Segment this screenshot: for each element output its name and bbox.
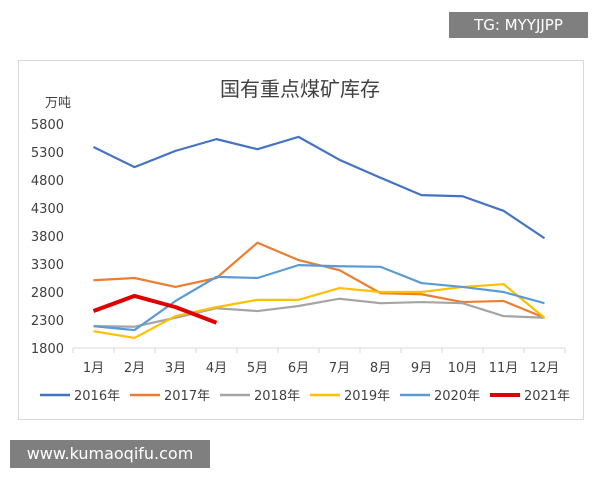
y-tick-label: 5800 [31, 118, 64, 133]
x-tick-label: 8月 [370, 361, 391, 376]
series-line-2017年 [93, 241, 545, 319]
y-tick-label: 2800 [31, 286, 64, 301]
y-tick-label: 2300 [31, 314, 64, 329]
series-line-2019年 [93, 283, 546, 340]
legend-label: 2019年 [344, 389, 390, 404]
legend-label: 2018年 [254, 389, 300, 404]
x-tick-label: 4月 [206, 361, 227, 376]
x-tick-label: 1月 [83, 361, 104, 376]
y-tick-label: 1800 [31, 342, 64, 357]
y-tick-label: 4300 [31, 202, 64, 217]
legend-label: 2017年 [164, 389, 210, 404]
x-tick-label: 9月 [411, 361, 432, 376]
legend-label: 2021年 [524, 389, 570, 404]
series-line-2021年 [92, 293, 218, 325]
x-tick-label: 2月 [124, 361, 145, 376]
series-line-2016年 [93, 135, 546, 240]
watermark-tg: TG: MYYJJPP [449, 12, 588, 38]
x-tick-label: 3月 [165, 361, 186, 376]
chart-title: 国有重点煤矿库存 [220, 77, 380, 101]
y-tick-label: 5300 [31, 146, 64, 161]
x-tick-label: 12月 [530, 361, 560, 376]
x-tick-label: 7月 [329, 361, 350, 376]
y-axis-label: 万吨 [45, 96, 71, 111]
x-tick-label: 11月 [489, 361, 519, 376]
x-tick-label: 5月 [247, 361, 268, 376]
x-tick-label: 6月 [288, 361, 309, 376]
y-tick-label: 3800 [31, 230, 64, 245]
legend-label: 2020年 [434, 389, 480, 404]
watermark-website: www.kumaoqifu.com [10, 440, 210, 468]
y-tick-label: 3300 [31, 258, 64, 273]
x-tick-label: 10月 [448, 361, 478, 376]
y-tick-label: 4800 [31, 174, 64, 189]
legend-label: 2016年 [74, 389, 120, 404]
chart-frame [18, 60, 584, 420]
